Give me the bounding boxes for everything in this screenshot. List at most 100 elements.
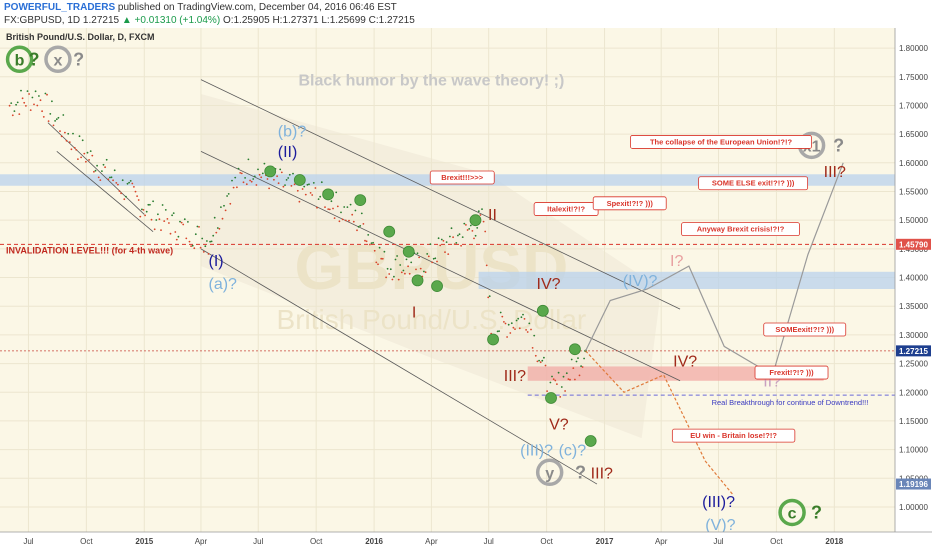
watermark-symbol: GBPUSD: [294, 231, 568, 303]
price-dot: [155, 219, 158, 221]
price-dot: [121, 179, 124, 182]
invalidation-level-label: INVALIDATION LEVEL!!! (for 4-th wave): [6, 245, 173, 255]
price-dot: [31, 96, 34, 99]
price-dot: [479, 214, 482, 216]
price-dot: [252, 178, 255, 180]
price-tag-text: 1.45790: [899, 240, 928, 249]
price-dot: [517, 317, 520, 320]
price-dot: [11, 114, 14, 117]
price-dot: [109, 176, 111, 179]
price-dot: [335, 191, 338, 194]
price-dot: [15, 103, 17, 106]
price-dot: [202, 251, 205, 253]
price-tick-label: 1.75000: [899, 73, 928, 82]
callout-text: Frexit!?!? ))): [769, 368, 814, 377]
wave-label: III?: [504, 368, 526, 385]
price-dot: [42, 116, 45, 118]
price-dot: [25, 105, 27, 107]
price-dot: [59, 130, 61, 132]
price-dot: [365, 240, 368, 243]
price-dot: [520, 316, 523, 319]
author-link[interactable]: POWERFUL_TRADERS: [4, 2, 116, 13]
price-dot: [104, 166, 106, 169]
price-dot: [469, 224, 472, 227]
price-dot: [199, 246, 202, 249]
price-dot: [172, 212, 175, 215]
price-dot: [249, 179, 252, 182]
channel-lines: [47, 79, 681, 485]
price-dot: [292, 172, 294, 175]
price-dot: [528, 322, 531, 325]
price-dot: [236, 186, 238, 189]
price-dot: [261, 172, 264, 175]
price-dot: [284, 184, 286, 187]
callout-text: The collapse of the European Union!?!?: [650, 137, 793, 146]
time-tick-label: 2017: [596, 537, 614, 546]
price-dot: [212, 234, 215, 237]
price-dot: [112, 179, 114, 182]
price-chart[interactable]: GBPUSD British Pound/U.S. Dollar INVALIDAT…: [0, 28, 932, 550]
price-dots: [8, 89, 587, 403]
price-dot: [26, 90, 29, 92]
price-dot: [332, 207, 334, 210]
price-dot: [357, 225, 360, 228]
price-dot: [488, 295, 491, 298]
pivot-marker: [536, 304, 549, 317]
price-dot: [232, 186, 235, 189]
price-dot: [47, 120, 50, 122]
price-dot: [380, 257, 383, 260]
price-dot: [67, 132, 70, 135]
price-dot: [544, 364, 547, 367]
price-dot: [194, 233, 197, 236]
price-dot: [301, 188, 304, 190]
price-dot: [311, 194, 314, 196]
time-tick-label: Apr: [425, 537, 438, 546]
price-dot: [215, 231, 218, 234]
price-dot: [333, 217, 336, 220]
price-tick-label: 1.55000: [899, 187, 928, 196]
price-dot: [133, 186, 135, 188]
price-dot: [424, 271, 427, 274]
price-dot: [169, 232, 172, 235]
price-dot: [60, 135, 63, 138]
zone-band: [527, 366, 824, 381]
price-dot: [158, 218, 161, 221]
price-dot: [518, 327, 521, 330]
wave-label: I?: [670, 253, 683, 270]
price-dot: [180, 221, 183, 224]
price-dot: [386, 267, 389, 270]
price-dot: [209, 240, 212, 243]
price-dot: [83, 152, 86, 155]
price-dot: [187, 221, 189, 223]
time-tick-label: Jul: [484, 537, 494, 546]
price-dot: [218, 227, 221, 230]
price-dot: [51, 100, 53, 103]
price-dot: [77, 158, 79, 161]
price-dot: [570, 358, 573, 361]
price-dot: [377, 263, 379, 266]
price-dot: [458, 233, 461, 236]
time-tick-label: Apr: [195, 537, 208, 546]
price-dot: [242, 181, 245, 184]
price-dot: [54, 120, 56, 122]
price-dot: [220, 206, 222, 209]
pivot-marker: [545, 392, 557, 404]
price-dot: [141, 208, 143, 211]
price-dot: [312, 182, 315, 184]
price-dot: [153, 228, 156, 231]
price-dot: [525, 329, 527, 331]
price-dot: [185, 237, 188, 240]
price-dot: [213, 216, 216, 219]
price-dot: [93, 170, 95, 173]
price-dot: [536, 360, 539, 363]
price-dot: [258, 173, 261, 176]
price-dot: [546, 390, 548, 392]
wave-label: ?: [833, 135, 844, 155]
price-dot: [389, 268, 392, 271]
wave-label: (II): [278, 144, 298, 161]
price-dot: [285, 179, 288, 181]
price-dot: [273, 178, 275, 181]
callout-box: [592, 196, 667, 211]
price-dot: [356, 229, 358, 232]
